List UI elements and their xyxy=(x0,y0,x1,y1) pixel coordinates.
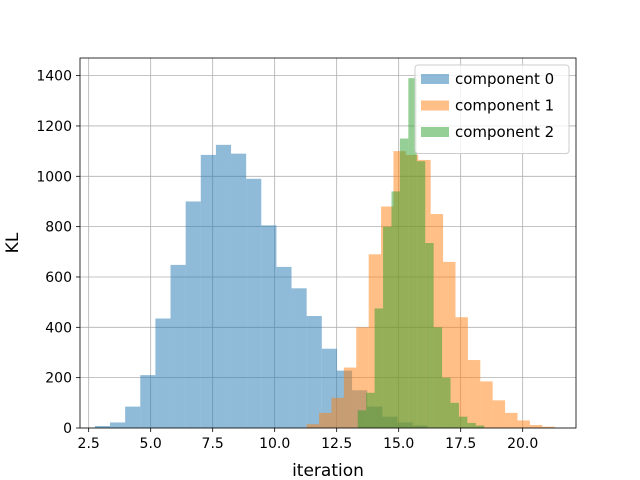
x-tick-label-4: 12.5 xyxy=(321,436,352,452)
series-0-bar-13 xyxy=(291,288,307,428)
series-2-bar-4 xyxy=(391,191,400,428)
series-1-bar-2 xyxy=(331,397,344,428)
y-tick-label-2: 400 xyxy=(45,320,72,336)
legend-label-2: component 2 xyxy=(455,123,554,141)
x-tick-label-7: 20.0 xyxy=(507,436,538,452)
series-2-bar-9 xyxy=(433,327,443,428)
series-0-bar-9 xyxy=(231,153,247,429)
legend-box xyxy=(414,64,570,154)
series-2-bar-14 xyxy=(475,425,485,428)
series-2-bar-13 xyxy=(467,422,476,428)
y-tick-label-3: 600 xyxy=(45,270,72,286)
x-tick-label-0: 2.5 xyxy=(78,436,100,452)
x-tick-label-6: 17.5 xyxy=(445,436,476,452)
series-1-bar-3 xyxy=(343,367,357,428)
x-tick-label-5: 15.0 xyxy=(383,436,414,452)
x-axis-ticks: 2.5 5.0 7.5 10.0 12.5 15.0 17.5 20.0 xyxy=(78,428,538,452)
series-0-bar-8 xyxy=(215,144,232,428)
series-0-bar-3 xyxy=(140,375,156,428)
series-0-bar-11 xyxy=(261,225,277,428)
series-1-bar-12 xyxy=(455,317,468,428)
legend-swatch-0 xyxy=(421,74,449,84)
y-tick-label-0: 0 xyxy=(63,421,72,437)
series-1-bar-17 xyxy=(517,420,530,428)
series-0-bar-10 xyxy=(246,178,262,428)
legend-label-0: component 0 xyxy=(455,70,554,88)
series-2-bar-1 xyxy=(366,392,375,428)
plot-frame xyxy=(79,57,577,429)
series-2-bar-11 xyxy=(450,402,459,428)
series-2-bar-0 xyxy=(357,410,367,428)
series-1-bar-16 xyxy=(505,412,518,428)
x-tick-label-1: 5.0 xyxy=(140,436,162,452)
series-2-bar-8 xyxy=(425,243,434,428)
legend-label-1: component 1 xyxy=(455,97,554,115)
series-1-bar-4 xyxy=(356,327,369,428)
series-0-bar-4 xyxy=(155,318,171,428)
legend: component 0 component 1 component 2 xyxy=(414,64,570,154)
y-axis-ticks: 0 200 400 600 800 1000 1200 1400 xyxy=(36,69,80,437)
series-2 xyxy=(357,78,485,429)
series-1-bar-13 xyxy=(467,360,481,428)
series-2-bar-3 xyxy=(383,226,392,428)
series-2-bar-6 xyxy=(408,78,417,429)
series-2-bar-12 xyxy=(458,416,468,428)
series-0-bar-2 xyxy=(125,406,141,428)
x-tick-label-2: 7.5 xyxy=(202,436,224,452)
x-axis-title: iteration xyxy=(292,461,364,480)
series-2-bar-5 xyxy=(399,138,409,428)
legend-swatch-1 xyxy=(421,100,449,111)
series-1-bar-18 xyxy=(529,424,543,428)
y-tick-label-5: 1000 xyxy=(36,169,72,185)
x-tick-label-3: 10.0 xyxy=(259,436,290,452)
series-1-bar-1 xyxy=(319,412,332,428)
series-1-bar-14 xyxy=(480,381,493,428)
y-tick-label-4: 800 xyxy=(45,220,72,236)
series-1-bar-15 xyxy=(492,400,506,428)
series-0-bar-0 xyxy=(94,425,111,428)
series-2-bar-2 xyxy=(374,308,384,428)
series-0-bar-14 xyxy=(306,315,322,428)
series-1-bar-19 xyxy=(542,426,555,428)
y-tick-label-6: 1200 xyxy=(36,119,72,135)
series-1-bar-0 xyxy=(306,424,320,428)
series-2-bar-10 xyxy=(442,377,451,428)
series-0-bar-1 xyxy=(110,422,126,428)
y-tick-label-7: 1400 xyxy=(36,69,72,85)
series-0-bar-12 xyxy=(276,266,292,428)
series-0-bar-7 xyxy=(200,154,216,428)
legend-swatch-2 xyxy=(421,127,449,137)
y-axis-title: KL xyxy=(3,232,23,253)
y-tick-label-1: 200 xyxy=(45,371,72,387)
series-0-bar-6 xyxy=(185,201,201,428)
bars xyxy=(94,78,555,429)
series-0-bar-5 xyxy=(170,264,186,428)
series-2-bar-7 xyxy=(416,161,426,429)
